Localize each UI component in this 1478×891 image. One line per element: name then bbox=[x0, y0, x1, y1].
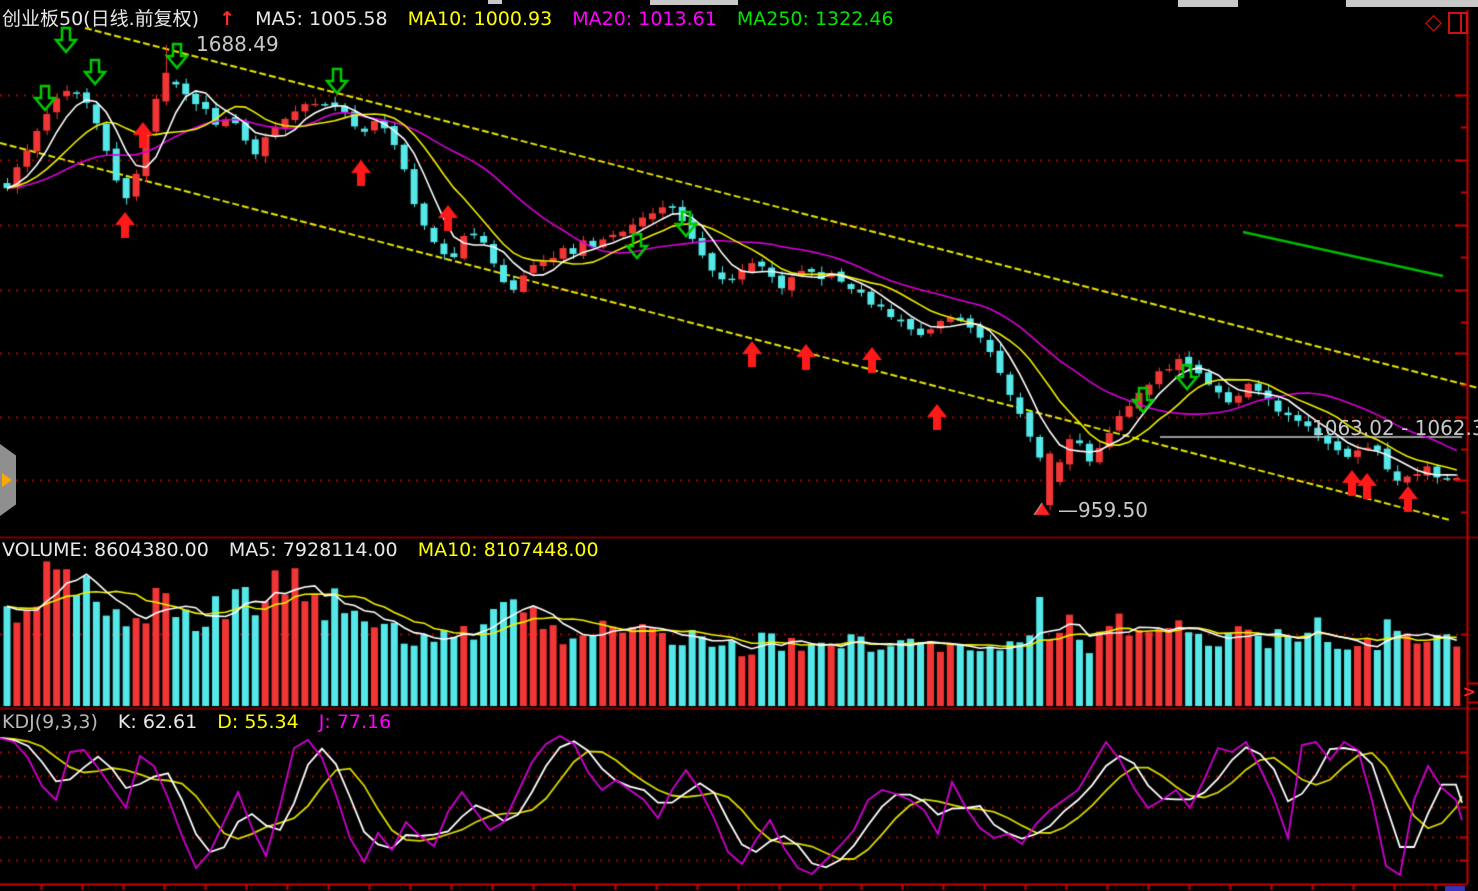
window-chrome-strip bbox=[1346, 0, 1478, 7]
panel-layout-icon[interactable] bbox=[1448, 12, 1468, 34]
window-chrome-strip bbox=[1178, 0, 1238, 7]
expand-panel-arrow[interactable]: > bbox=[1462, 682, 1476, 701]
window-chrome-strip bbox=[650, 0, 738, 5]
panel-handle-arrow-icon bbox=[2, 473, 12, 487]
panel-layout-icon-divider bbox=[1460, 14, 1462, 32]
window-chrome-strip bbox=[488, 0, 502, 4]
diamond-icon[interactable]: ◇ bbox=[1425, 10, 1442, 35]
panel-controls: ◇ bbox=[1425, 12, 1468, 34]
side-panel-handle[interactable] bbox=[0, 444, 16, 516]
